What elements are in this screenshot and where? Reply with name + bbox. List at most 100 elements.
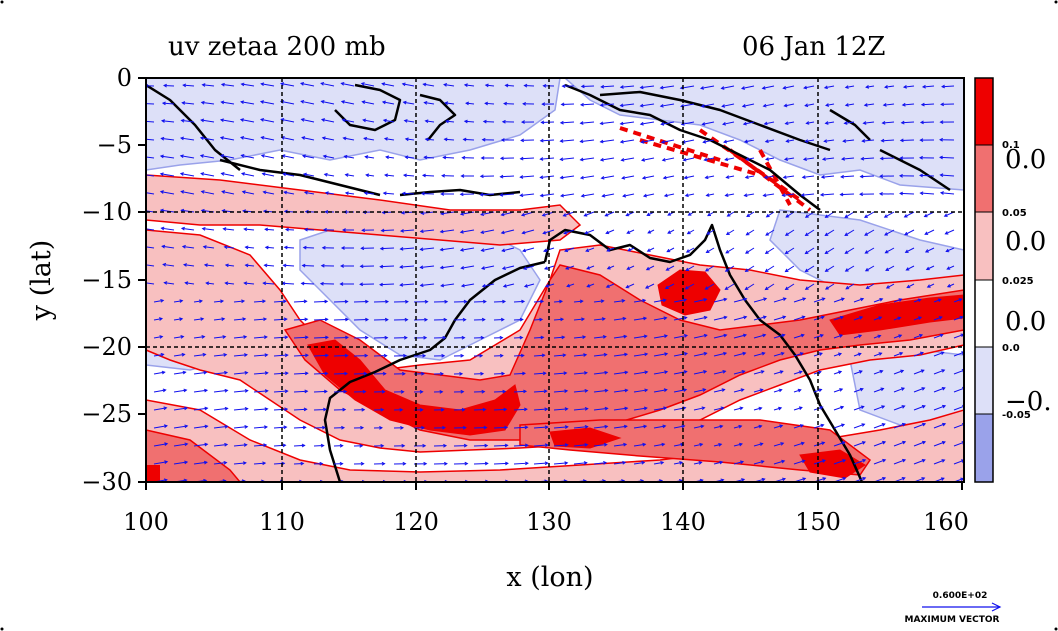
- wind-vector-head: [444, 119, 449, 124]
- wind-vector: [325, 192, 335, 195]
- wind-vector-head: [579, 102, 584, 107]
- wind-vector-head: [798, 406, 803, 410]
- wind-vector-head: [540, 299, 545, 304]
- wind-vector-head: [644, 388, 649, 393]
- wind-vector: [693, 352, 707, 357]
- wind-vector: [605, 211, 615, 217]
- wind-vector: [333, 300, 348, 303]
- wind-vector: [341, 100, 355, 105]
- wind-vector: [383, 119, 395, 123]
- wind-vector: [233, 426, 248, 429]
- wind-vector: [664, 193, 675, 197]
- wind-vector: [903, 85, 915, 88]
- wind-vector-head: [444, 299, 449, 304]
- wind-vector: [424, 156, 435, 159]
- wind-vector: [785, 247, 795, 254]
- wind-vector: [613, 317, 626, 321]
- wind-vector-head: [460, 389, 465, 394]
- wind-vector-head: [180, 118, 185, 123]
- wind-vector: [400, 265, 415, 268]
- colorbar-swatch: [975, 414, 993, 482]
- wind-vector: [273, 300, 286, 303]
- wind-vector-head: [142, 263, 145, 266]
- wind-vector-head: [961, 459, 964, 463]
- wind-vector: [366, 174, 375, 177]
- wind-vector-head: [284, 407, 289, 412]
- wind-vector: [673, 461, 683, 465]
- wind-vector: [820, 193, 835, 196]
- wind-vector: [745, 175, 755, 179]
- wind-vector: [302, 155, 315, 159]
- wind-vector-head: [219, 136, 224, 140]
- wind-vector: [764, 121, 775, 125]
- wind-vector: [733, 334, 747, 339]
- wind-vector: [802, 175, 815, 178]
- wind-vector-head: [921, 387, 926, 391]
- wind-vector: [753, 298, 767, 303]
- wind-vector: [647, 247, 655, 252]
- wind-vector-head: [941, 369, 946, 373]
- wind-vector-head: [864, 232, 869, 236]
- wind-vector: [213, 336, 226, 339]
- wind-vector-head: [884, 85, 889, 89]
- wind-vector-head: [384, 173, 389, 178]
- wind-vector: [661, 139, 675, 143]
- wind-vector-head: [862, 476, 867, 481]
- colorbar-label: 0.05: [1002, 208, 1027, 219]
- wind-vector-head: [800, 333, 805, 338]
- wind-vector: [213, 425, 228, 429]
- wind-vector-head: [704, 175, 709, 180]
- wind-vector-head: [899, 138, 904, 143]
- wind-vector: [164, 282, 175, 285]
- wind-vector-head: [222, 335, 227, 339]
- coast-tasman: [879, 148, 951, 192]
- y-tick-label: −10: [81, 198, 132, 226]
- wind-vector: [224, 246, 235, 249]
- wind-vector: [741, 85, 755, 89]
- wind-vector: [333, 354, 348, 357]
- wind-vector-head: [520, 212, 525, 217]
- wind-vector-head: [720, 406, 725, 411]
- wind-vector-head: [746, 213, 751, 217]
- wind-vector: [742, 103, 755, 107]
- wind-vector-head: [783, 157, 788, 161]
- wind-vector: [707, 211, 715, 217]
- wind-vector-head: [481, 283, 486, 288]
- wind-vector-head: [560, 317, 565, 322]
- wind-vector: [833, 298, 845, 303]
- wind-vector-head: [818, 352, 823, 356]
- wind-vector-head: [898, 298, 903, 302]
- wind-vector-head: [943, 213, 948, 217]
- wind-vector: [233, 462, 246, 465]
- pos-core-queensland: [657, 269, 721, 316]
- wind-vector: [533, 426, 548, 429]
- wind-vector-head: [961, 351, 964, 355]
- wind-vector-head: [224, 406, 229, 411]
- wind-vector-head: [906, 284, 911, 289]
- wind-vector: [853, 334, 862, 339]
- wind-vector-head: [941, 459, 946, 463]
- wind-vector: [261, 136, 275, 141]
- wind-vector: [873, 335, 881, 339]
- wind-vector: [805, 265, 815, 272]
- wind-vector-head: [842, 459, 847, 463]
- wind-vector-head: [321, 245, 326, 250]
- wind-vector-head: [744, 175, 749, 179]
- wind-vector: [213, 407, 228, 411]
- wind-vector: [687, 229, 695, 235]
- wind-vector: [553, 426, 568, 429]
- wind-vector-head: [480, 335, 485, 340]
- wind-vector-head: [182, 83, 187, 88]
- wind-vector-head: [159, 190, 164, 194]
- wind-vector-head: [419, 407, 424, 412]
- wind-vector: [873, 388, 884, 393]
- wind-vector-head: [801, 459, 806, 464]
- wind-vector: [613, 443, 627, 447]
- wind-vector: [825, 265, 835, 272]
- wind-vector-head: [725, 231, 730, 236]
- wind-vector-head: [301, 263, 306, 268]
- wind-vector-head: [201, 226, 206, 231]
- wind-vector-head: [742, 121, 747, 126]
- pos-core-south: [549, 427, 622, 449]
- wind-vector-head: [502, 389, 507, 394]
